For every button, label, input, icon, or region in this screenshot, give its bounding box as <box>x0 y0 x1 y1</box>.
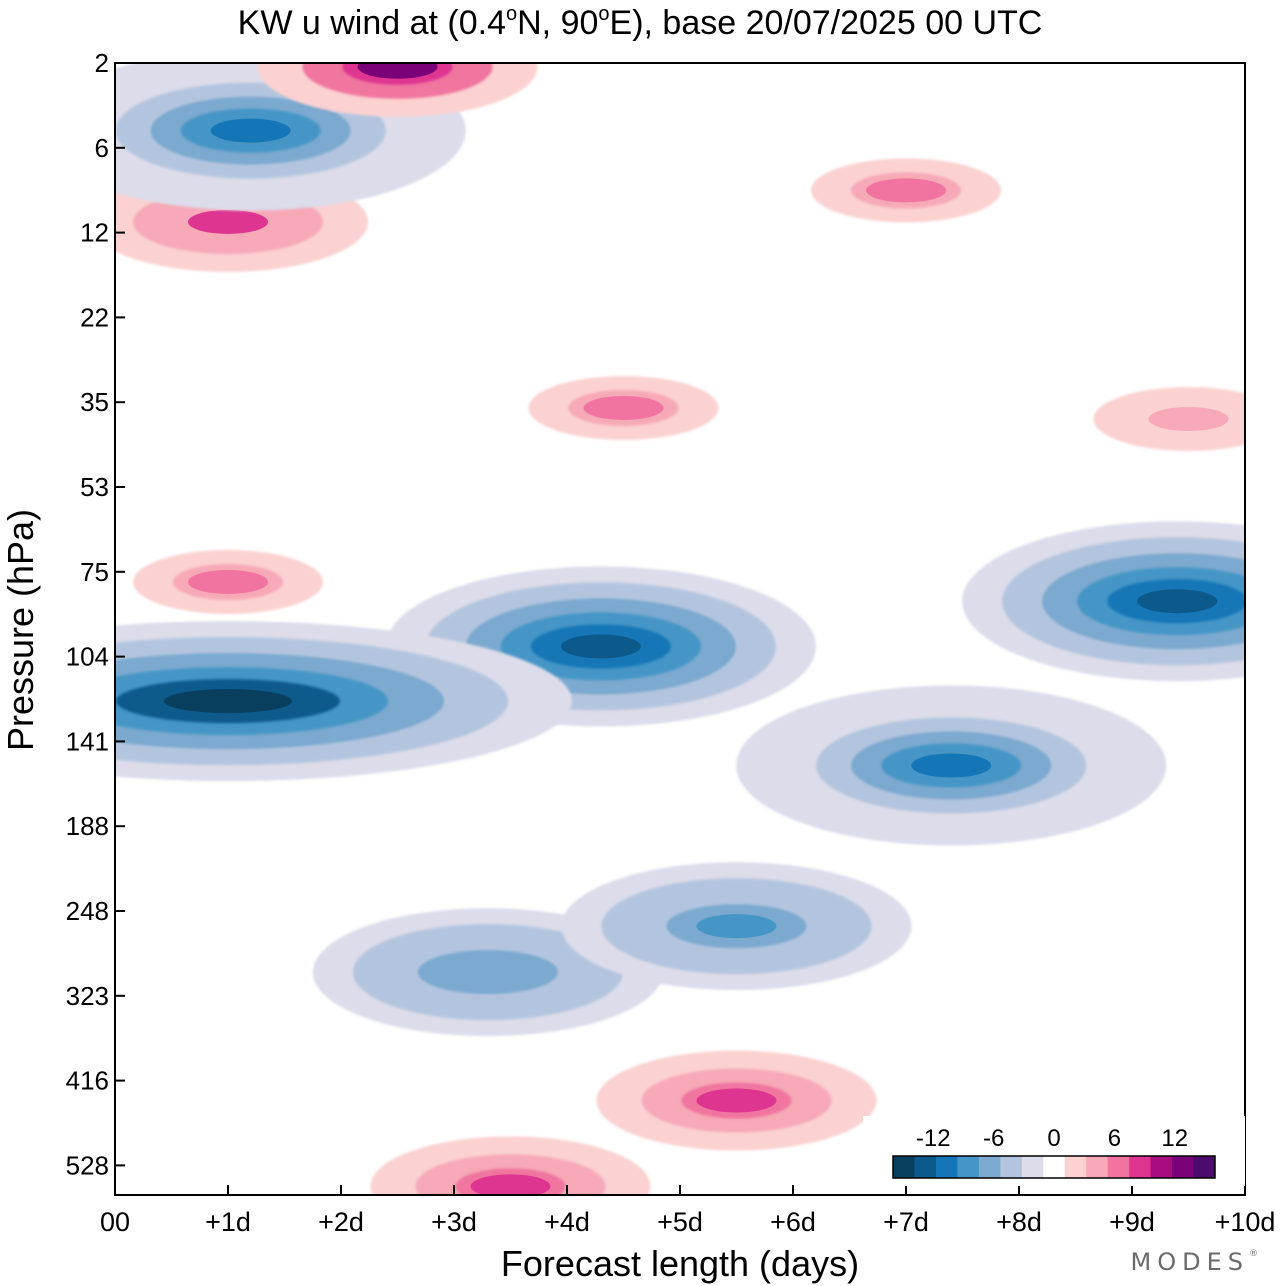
colorbar-label: 6 <box>1108 1125 1121 1152</box>
easterly-core <box>911 753 992 778</box>
chart-title-part-2: N, 90 <box>517 4 598 42</box>
easterly-core <box>164 689 292 714</box>
chart-title-part-1: KW u wind at (0.4 <box>238 4 506 42</box>
y-tick-label: 416 <box>66 1066 109 1096</box>
registered-mark: ® <box>1249 1249 1258 1259</box>
colorbar-label: -6 <box>983 1125 1004 1152</box>
westerly-core <box>583 395 664 420</box>
y-tick-label: 35 <box>80 387 109 417</box>
colorbar-swatch <box>957 1156 980 1178</box>
westerly-core <box>1148 407 1229 432</box>
y-tick-label: 75 <box>80 557 109 587</box>
colorbar-label: -12 <box>916 1125 951 1152</box>
y-tick-label: 22 <box>80 302 109 332</box>
degree-mark-2: o <box>598 3 609 25</box>
y-tick-label: 323 <box>66 981 109 1011</box>
x-tick-label: +8d <box>996 1207 1042 1237</box>
westerly-core <box>866 178 946 203</box>
modes-logo: MODES® <box>1131 1248 1258 1276</box>
colorbar-swatch <box>1043 1156 1066 1178</box>
y-tick-label: 248 <box>66 896 109 926</box>
y-tick-label: 141 <box>66 726 109 756</box>
x-axis: 00 +1d +2d +3d +4d +5d +6d +7d +8d +9d +10d <box>100 1185 1275 1237</box>
x-tick-label: +9d <box>1109 1207 1155 1237</box>
westerly-core <box>357 63 438 79</box>
colorbar-swatch <box>1172 1156 1195 1178</box>
chart-title-part-3: E), base 20/07/2025 00 UTC <box>610 4 1043 42</box>
wind-field <box>115 63 1245 1195</box>
y-axis-label: Pressure (hPa) <box>0 509 41 751</box>
chart-title: KW u wind at (0.4oN, 90oE), base 20/07/2… <box>238 3 1043 42</box>
x-tick-label: +4d <box>544 1207 590 1237</box>
y-tick-label: 12 <box>80 218 109 248</box>
easterly-core <box>1137 589 1218 614</box>
colorbar-frame <box>892 1155 1216 1179</box>
x-tick-label: +5d <box>657 1207 703 1237</box>
x-tick-label: 00 <box>100 1207 130 1237</box>
colorbar-swatch <box>1129 1156 1152 1178</box>
modes-logo-text: MODES <box>1130 1248 1249 1276</box>
easterly-core <box>696 914 777 939</box>
easterly-core <box>447 960 528 985</box>
x-tick-label: +10d <box>1215 1207 1276 1237</box>
colorbar-swatch <box>1193 1156 1216 1178</box>
colorbar-swatch <box>1021 1156 1044 1178</box>
colorbar-label: 12 <box>1161 1125 1188 1152</box>
westerly-core <box>696 1088 777 1113</box>
y-axis: 2 6 12 22 35 53 75 104 141 188 248 323 416 528 <box>66 48 125 1180</box>
colorbar-swatch <box>1150 1156 1173 1178</box>
colorbar-label: 0 <box>1047 1125 1060 1152</box>
y-tick-label: 188 <box>66 811 109 841</box>
y-tick-label: 6 <box>95 133 109 163</box>
colorbar-swatch <box>1086 1156 1109 1178</box>
x-tick-label: +3d <box>431 1207 477 1237</box>
colorbar: -12 -6 0 6 12 <box>863 1116 1245 1186</box>
colorbar-swatch <box>978 1156 1001 1178</box>
easterly-core <box>210 118 291 143</box>
y-tick-label: 2 <box>95 48 109 78</box>
x-tick-label: +1d <box>205 1207 251 1237</box>
y-tick-label: 528 <box>66 1150 109 1180</box>
colorbar-swatch <box>914 1156 937 1178</box>
westerly-core <box>470 1174 551 1195</box>
colorbar-swatch <box>1000 1156 1023 1178</box>
degree-mark-1: o <box>506 3 517 25</box>
westerly-core <box>188 569 268 594</box>
x-tick-label: +6d <box>770 1207 816 1237</box>
y-tick-label: 104 <box>66 642 109 672</box>
easterly-core <box>560 634 641 659</box>
colorbar-swatch <box>1107 1156 1130 1178</box>
x-tick-label: +2d <box>318 1207 364 1237</box>
westerly-core <box>188 209 268 234</box>
x-axis-label: Forecast length (days) <box>501 1243 859 1284</box>
colorbar-swatch <box>893 1156 915 1178</box>
colorbar-swatch <box>935 1156 958 1178</box>
x-tick-label: +7d <box>883 1207 929 1237</box>
colorbar-swatch <box>1064 1156 1087 1178</box>
y-tick-label: 53 <box>80 472 109 502</box>
